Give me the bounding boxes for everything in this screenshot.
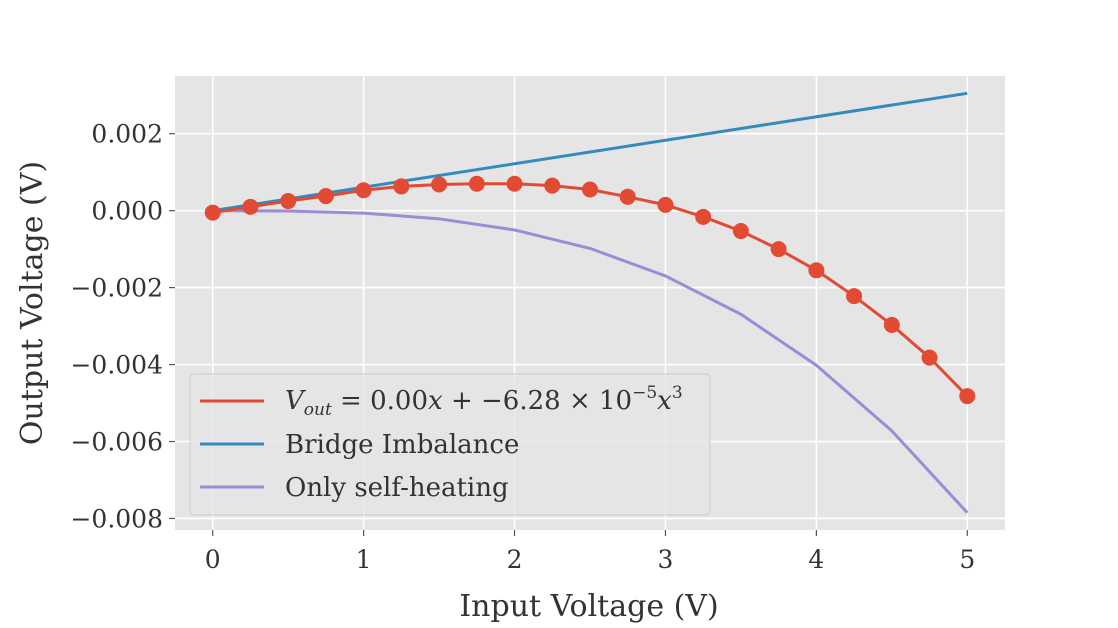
x-tick-label: 4	[808, 545, 824, 574]
data-point	[506, 175, 523, 192]
x-tick-label: 3	[658, 545, 674, 574]
y-axis-label: Output Voltage (V)	[15, 161, 50, 445]
data-point	[431, 176, 448, 193]
y-axis: 0.002 0.000 −0.002 −0.004 −0.006 −0.008	[70, 120, 175, 533]
legend-label-fit: Vout = 0.00x + −6.28 × 10−5x3	[285, 383, 683, 420]
self-heating-series-line	[212, 209, 969, 514]
legend-label-bridge: Bridge Imbalance	[285, 430, 519, 460]
x-tick-label: 1	[356, 545, 372, 574]
data-point	[959, 388, 976, 405]
data-point	[921, 349, 938, 366]
data-point	[657, 196, 674, 213]
x-tick-label: 0	[205, 545, 221, 574]
legend-box	[189, 373, 711, 516]
x-tick-label: 2	[507, 545, 523, 574]
data-point	[355, 182, 372, 199]
y-tick-label: −0.006	[70, 428, 163, 457]
data-point	[204, 204, 221, 221]
data-point	[695, 208, 712, 225]
data-point	[732, 223, 749, 240]
data-point	[582, 181, 598, 198]
data-point	[393, 178, 410, 195]
data-point	[846, 288, 863, 305]
data-point	[544, 177, 561, 194]
data-point	[883, 316, 900, 333]
data-point	[242, 198, 259, 215]
data-point	[317, 188, 334, 205]
y-tick-label: −0.004	[70, 351, 163, 380]
legend-label-selfheating: Only self-heating	[285, 473, 509, 503]
data-point	[468, 175, 485, 192]
y-tick-label: −0.002	[70, 274, 163, 303]
legend: Vout = 0.00x + −6.28 × 10−5x3 Bridge Imb…	[189, 373, 711, 516]
y-tick-label: 0.000	[91, 197, 163, 226]
x-tick-label: 5	[959, 545, 975, 574]
data-point	[770, 241, 787, 258]
x-axis: 0 1 2 3 4 5	[205, 530, 975, 574]
bridge-imbalance-series-line	[212, 91, 968, 213]
data-point	[619, 188, 636, 205]
series-layer	[204, 91, 976, 514]
data-point	[808, 262, 825, 279]
y-tick-label: −0.008	[70, 504, 163, 533]
data-point	[280, 193, 297, 210]
x-axis-label: Input Voltage (V)	[459, 589, 718, 624]
y-tick-label: 0.002	[91, 120, 163, 149]
